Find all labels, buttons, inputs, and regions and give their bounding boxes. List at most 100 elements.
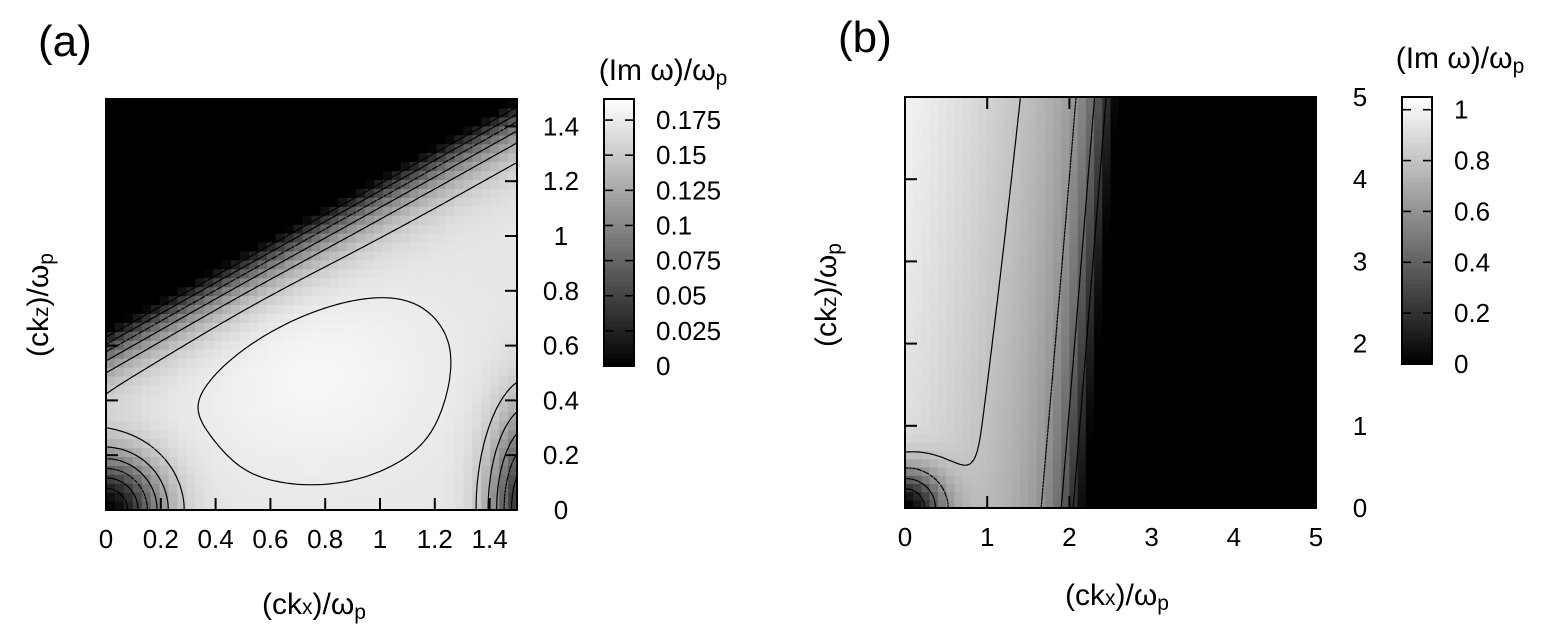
heat-cell: [329, 197, 339, 207]
heat-cell: [946, 401, 955, 410]
heat-cell: [123, 456, 134, 466]
heat-cell: [150, 179, 161, 189]
heat-cell: [1085, 475, 1095, 484]
heat-cell: [1266, 475, 1276, 484]
heat-cell: [445, 161, 456, 172]
panel-b-x-axis-label: (ckx)/ωp: [1065, 579, 1169, 615]
heat-cell: [1184, 97, 1194, 106]
heat-cell: [905, 236, 914, 246]
heat-cell: [954, 401, 964, 410]
heat-cell: [320, 429, 330, 440]
heat-cell: [1126, 360, 1136, 369]
heat-cell: [1102, 203, 1112, 213]
heat-cell: [921, 417, 931, 427]
heat-cell: [248, 358, 259, 368]
heat-cell: [1250, 475, 1260, 484]
colorbar-swatch: [1402, 266, 1432, 272]
heat-cell: [1003, 466, 1013, 476]
heat-cell: [1102, 384, 1112, 394]
heat-cell: [1242, 179, 1251, 189]
heat-cell: [1266, 491, 1276, 501]
heat-cell: [222, 367, 232, 377]
heat-cell: [1044, 138, 1054, 147]
heat-cell: [978, 343, 988, 353]
heat-cell: [1217, 228, 1227, 238]
heat-cell: [132, 331, 143, 341]
heat-cell: [293, 465, 304, 475]
heat-cell: [1020, 442, 1029, 452]
heat-cell: [490, 358, 500, 368]
heat-cell: [284, 483, 295, 493]
heat-cell: [347, 188, 357, 198]
heat-cell: [356, 501, 366, 511]
heat-cell: [1291, 129, 1301, 139]
heat-cell: [1184, 195, 1194, 205]
heat-cell: [1307, 434, 1317, 443]
panel-a-heatmap: [106, 99, 518, 511]
heat-cell: [311, 483, 322, 493]
heat-cell: [391, 331, 402, 341]
heat-cell: [463, 447, 473, 457]
heat-cell: [1217, 351, 1227, 361]
heat-cell: [481, 367, 491, 377]
heat-cell: [937, 376, 947, 386]
heat-cell: [1266, 129, 1276, 139]
heat-cell: [445, 295, 456, 306]
heat-cell: [141, 241, 152, 252]
heat-cell: [929, 170, 939, 180]
heat-cell: [1044, 294, 1054, 304]
heat-cell: [499, 152, 509, 163]
heat-cell: [1094, 162, 1103, 172]
heat-cell: [463, 134, 473, 145]
heat-cell: [970, 376, 980, 386]
heat-cell: [186, 179, 196, 189]
heat-cell: [1069, 261, 1079, 271]
heat-cell: [970, 310, 980, 320]
heat-cell: [1168, 154, 1177, 164]
heat-cell: [293, 107, 304, 118]
heat-cell: [1184, 401, 1194, 410]
heat-cell: [472, 492, 482, 502]
heat-cell: [150, 349, 161, 359]
heat-cell: [1200, 179, 1210, 189]
heat-cell: [1200, 409, 1210, 419]
heat-cell: [302, 384, 313, 395]
colorbar-swatch: [1402, 221, 1432, 227]
heat-cell: [320, 456, 330, 466]
heat-cell: [1274, 360, 1284, 369]
heat-cell: [1242, 318, 1251, 328]
heat-cell: [266, 259, 277, 270]
heat-cell: [472, 411, 482, 422]
heat-cell: [1250, 458, 1260, 468]
heat-cell: [257, 197, 268, 207]
heat-cell: [463, 456, 473, 466]
heat-cell: [1003, 409, 1013, 419]
heat-cell: [1233, 343, 1243, 353]
heat-cell: [222, 161, 232, 172]
heat-cell: [222, 393, 232, 404]
heat-cell: [248, 322, 259, 332]
heat-cell: [1110, 310, 1120, 320]
heat-cell: [946, 146, 955, 156]
heat-cell: [454, 393, 464, 404]
heat-cell: [1192, 154, 1202, 164]
heat-cell: [962, 409, 972, 419]
heat-cell: [1135, 327, 1144, 336]
heat-cell: [1192, 425, 1202, 435]
colorbar-swatch: [604, 125, 634, 131]
heat-cell: [338, 456, 348, 466]
contour-level-1: [904, 96, 1096, 509]
heat-cell: [168, 125, 179, 136]
heat-cell: [231, 402, 241, 413]
heat-cell: [1085, 434, 1095, 443]
heat-cell: [1044, 154, 1054, 164]
heat-cell: [954, 220, 964, 230]
heat-cell: [1299, 121, 1309, 131]
heat-cell: [1036, 277, 1046, 287]
heat-cell: [1159, 483, 1169, 493]
heat-cell: [123, 224, 134, 234]
heat-cell: [329, 107, 339, 118]
colorbar-tick-label: 0.025: [656, 316, 721, 346]
heat-cell: [365, 188, 375, 198]
heat-cell: [240, 170, 250, 181]
